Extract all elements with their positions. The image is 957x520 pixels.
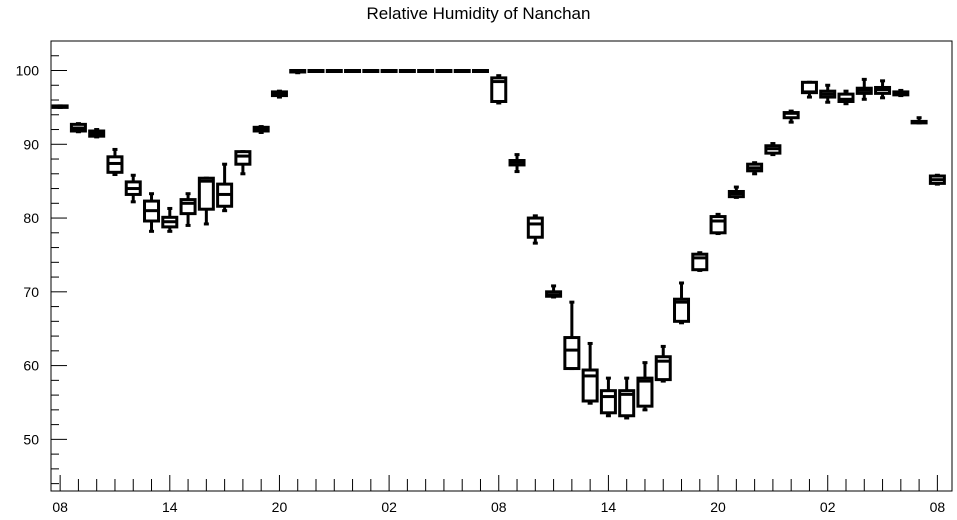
box-39 [764,142,782,157]
box-24 [490,74,508,105]
box-iqr [618,389,636,418]
box-45 [874,79,892,100]
y-tick-label: 60 [23,358,39,374]
box-7 [179,192,197,227]
box-16 [344,69,362,74]
box-iqr [636,376,654,408]
y-tick-label: 50 [23,431,39,447]
box-31 [618,376,636,420]
box-8 [197,176,215,226]
box-25 [508,153,526,174]
y-tick-label: 100 [16,63,40,79]
x-tick-label: 08 [491,499,507,515]
x-tick-label: 08 [930,499,946,515]
x-tick-label: 02 [820,499,836,515]
box-iqr [563,336,581,371]
y-tick-label: 90 [23,136,39,152]
box-33 [654,344,672,383]
box-2 [88,128,106,139]
box-43 [837,89,855,106]
box-3 [106,147,124,177]
box-22 [453,69,471,74]
box-4 [124,173,142,204]
box-15 [325,69,343,74]
x-tick-label: 08 [52,499,68,515]
box-36 [709,212,727,236]
x-tick-label: 20 [272,499,288,515]
box-27 [545,284,563,299]
box-47 [910,116,928,125]
box-0 [51,104,69,109]
box-iqr [197,176,215,211]
chart-title: Relative Humidity of Nanchan [366,4,591,23]
box-1 [69,122,87,134]
box-19 [398,69,416,74]
box-35 [691,251,709,272]
x-tick-label: 02 [381,499,397,515]
box-44 [855,77,873,101]
box-iqr [709,215,727,235]
box-20 [417,69,435,74]
box-13 [289,69,307,75]
box-9 [216,162,234,213]
box-30 [599,376,617,418]
box-46 [892,88,910,98]
box-11 [252,125,270,134]
box-iqr [179,198,197,216]
box-34 [673,281,691,325]
box-42 [819,83,837,104]
box-38 [746,161,764,176]
box-23 [471,69,489,74]
box-48 [928,173,946,186]
x-tick-label: 14 [601,499,617,515]
box-6 [161,206,179,233]
box-12 [270,89,288,99]
box-10 [234,150,252,176]
y-tick-label: 80 [23,210,39,226]
box-iqr [490,76,508,103]
x-tick-label: 20 [710,499,726,515]
box-iqr [526,216,544,239]
box-iqr [673,297,691,323]
box-iqr [599,389,617,415]
plot-frame [50,40,953,492]
box-5 [143,192,161,233]
box-28 [563,300,581,371]
box-iqr [234,150,252,166]
box-17 [362,69,380,74]
box-29 [581,341,599,405]
box-14 [307,69,325,74]
box-26 [526,214,544,245]
box-41 [800,80,818,99]
box-32 [636,361,654,412]
x-tick-label: 14 [162,499,178,515]
box-18 [380,69,398,74]
box-37 [727,185,745,199]
y-tick-label: 70 [23,284,39,300]
box-iqr [581,368,599,403]
box-21 [435,69,453,74]
box-40 [782,109,800,124]
